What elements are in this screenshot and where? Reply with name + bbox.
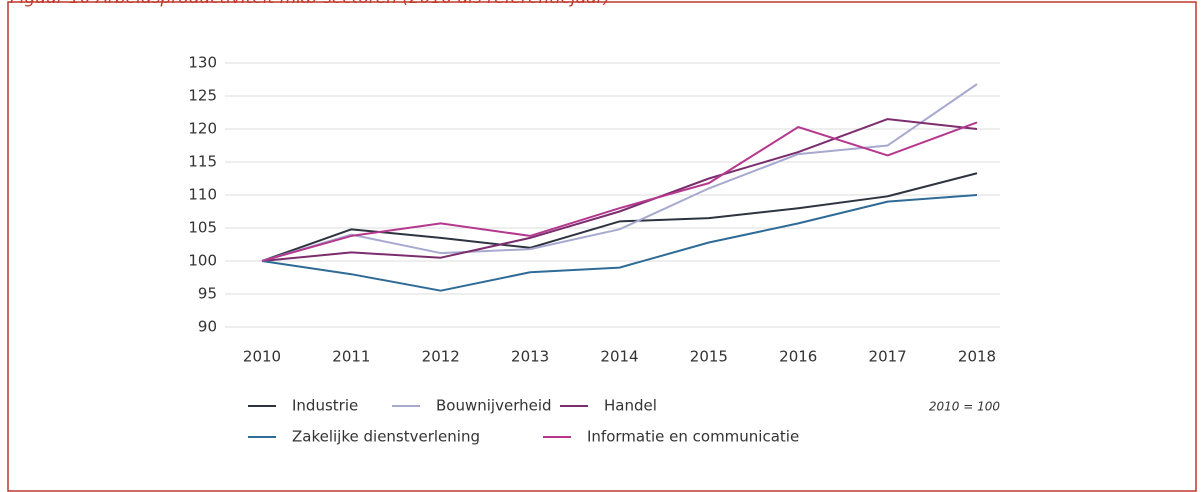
series-line <box>261 83 978 262</box>
frame <box>7 1 1197 492</box>
x-tick-label: 2013 <box>511 348 549 366</box>
x-tick-label: 2012 <box>422 348 460 366</box>
x-tick-label: 2015 <box>690 348 728 366</box>
y-tick-label: 95 <box>198 285 217 303</box>
x-tick-label: 2010 <box>243 348 281 366</box>
legend-label: Bouwnijverheid <box>436 397 552 415</box>
x-tick-label: 2011 <box>332 348 370 366</box>
series-line <box>261 121 978 262</box>
y-tick-label: 130 <box>188 54 217 72</box>
y-tick-label: 105 <box>188 219 217 237</box>
y-tick-label: 110 <box>188 186 217 204</box>
legend-label: Industrie <box>292 397 358 415</box>
x-tick-label: 2014 <box>600 348 638 366</box>
x-tick-label: 2018 <box>958 348 996 366</box>
annotation: 2010 = 100 <box>929 400 1000 414</box>
series-line <box>261 118 978 262</box>
y-tick-label: 115 <box>188 153 217 171</box>
y-tick-label: 90 <box>198 318 217 336</box>
chart-title: Figuur 10 Arbeidsproductiviteit mkb-sect… <box>10 0 610 8</box>
y-tick-label: 120 <box>188 120 217 138</box>
series-line <box>261 172 978 262</box>
y-tick-label: 100 <box>188 252 217 270</box>
legend-label: Zakelijke dienstverlening <box>292 428 480 446</box>
x-tick-label: 2016 <box>779 348 817 366</box>
series-line <box>261 194 978 292</box>
x-tick-label: 2017 <box>869 348 907 366</box>
y-tick-label: 125 <box>188 87 217 105</box>
legend-label: Handel <box>604 397 657 415</box>
legend-label: Informatie en communicatie <box>587 428 799 446</box>
